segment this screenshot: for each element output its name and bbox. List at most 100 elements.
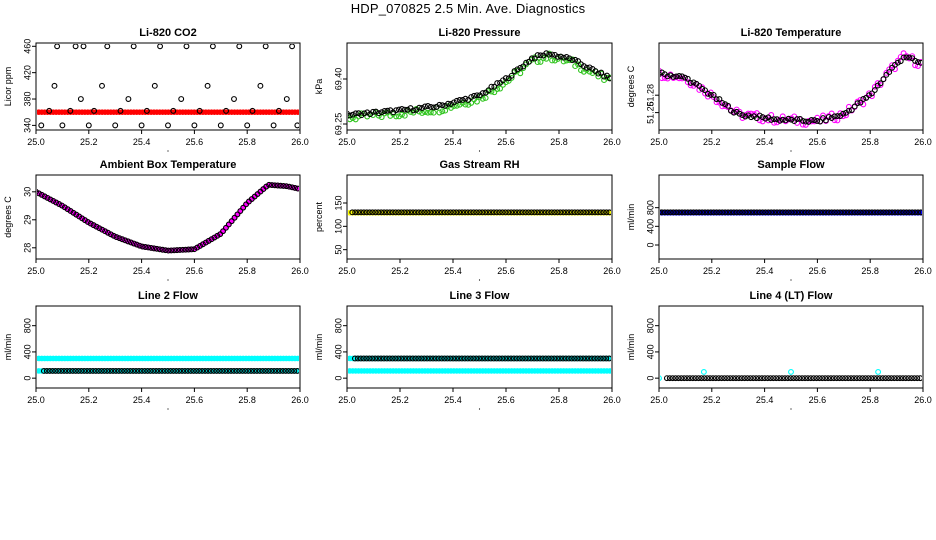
data-point: [845, 209, 852, 216]
data-point: [253, 367, 260, 374]
data-point: [193, 367, 200, 374]
data-point: [375, 112, 382, 119]
plot-frame: [346, 174, 613, 260]
data-point: [828, 115, 835, 121]
data-point: [670, 209, 677, 216]
data-point: [46, 107, 53, 114]
data-point: [479, 90, 486, 97]
data-point: [513, 209, 520, 216]
data-point: [684, 79, 691, 86]
x-tick-label: 25.8: [238, 137, 256, 147]
y-axis-label: ml/min: [626, 204, 636, 231]
data-point: [681, 375, 688, 382]
data-point: [560, 209, 567, 216]
x-axis-dot: [790, 279, 792, 281]
y-tick-label: 30: [22, 187, 32, 197]
data-point: [248, 367, 255, 374]
data-point: [271, 367, 278, 374]
data-point: [288, 367, 295, 374]
x-tick-label: 25.6: [809, 266, 827, 276]
data-point: [718, 375, 725, 382]
y-tick-label: 400: [333, 344, 343, 359]
series-temperature-spread: [660, 50, 922, 128]
data-point: [419, 104, 426, 111]
y-tick-label: 0: [333, 376, 343, 381]
data-point: [698, 375, 705, 382]
data-point: [897, 375, 903, 382]
data-point: [107, 367, 114, 374]
data-point: [802, 209, 809, 216]
data-point: [868, 93, 875, 100]
data-point: [684, 75, 691, 82]
chart-title: Ambient Box Temperature: [100, 159, 237, 171]
data-point: [275, 107, 282, 114]
data-point: [364, 109, 371, 116]
data-point: [837, 209, 844, 216]
data-point: [539, 355, 546, 362]
data-point: [747, 375, 754, 382]
data-point: [130, 240, 137, 247]
x-tick-label: 25.0: [27, 266, 45, 276]
x-tick-label: 25.6: [186, 395, 204, 405]
data-point: [450, 355, 457, 362]
data-point: [488, 83, 495, 90]
data-point: [358, 110, 365, 117]
y-tick-label: 69.25: [333, 113, 343, 136]
data-point: [381, 108, 388, 114]
data-point: [511, 209, 518, 216]
data-point: [600, 209, 607, 216]
data-point: [894, 209, 901, 216]
data-point: [147, 367, 154, 374]
data-point: [496, 355, 503, 362]
data-point: [412, 355, 419, 362]
data-point: [915, 209, 921, 216]
data-point: [436, 209, 442, 216]
x-tick-label: 25.4: [756, 395, 774, 405]
x-tick-label: 26.0: [914, 395, 932, 405]
series-temperature: [660, 54, 922, 125]
data-point: [900, 54, 907, 61]
data-point: [528, 355, 535, 362]
data-point: [885, 375, 892, 382]
data-point: [225, 367, 232, 374]
data-point: [578, 67, 584, 74]
data-point: [104, 367, 111, 374]
data-point: [889, 209, 896, 216]
data-point: [785, 115, 792, 122]
data-point: [453, 97, 460, 104]
data-point: [770, 375, 777, 382]
x-tick-label: 25.8: [238, 266, 256, 276]
data-point: [174, 247, 180, 254]
data-point: [514, 66, 521, 73]
data-point: [710, 91, 717, 98]
data-point: [730, 375, 737, 382]
data-point: [58, 367, 65, 374]
data-point: [811, 209, 818, 216]
data-point: [386, 355, 393, 362]
data-point: [797, 209, 803, 216]
data-point: [92, 367, 99, 374]
data-point: [199, 367, 206, 374]
y-tick-label: 0: [645, 242, 655, 247]
data-point: [410, 107, 417, 114]
data-point: [191, 122, 198, 129]
x-tick-label: 25.6: [497, 137, 515, 147]
data-point: [791, 209, 798, 216]
data-point: [66, 367, 73, 374]
data-point: [433, 209, 440, 216]
data-point: [474, 92, 480, 99]
data-point: [80, 44, 87, 50]
data-point: [577, 355, 584, 362]
y-tick-label: 800: [22, 318, 32, 333]
data-point: [831, 209, 838, 216]
data-point: [381, 209, 388, 216]
data-point: [908, 375, 915, 382]
data-point: [204, 367, 211, 374]
data-point: [843, 112, 849, 119]
data-point: [877, 209, 884, 216]
x-tick-label: 25.0: [338, 137, 356, 147]
data-point: [295, 109, 299, 116]
data-point: [753, 375, 760, 382]
data-point: [289, 184, 296, 191]
data-point: [911, 375, 918, 382]
